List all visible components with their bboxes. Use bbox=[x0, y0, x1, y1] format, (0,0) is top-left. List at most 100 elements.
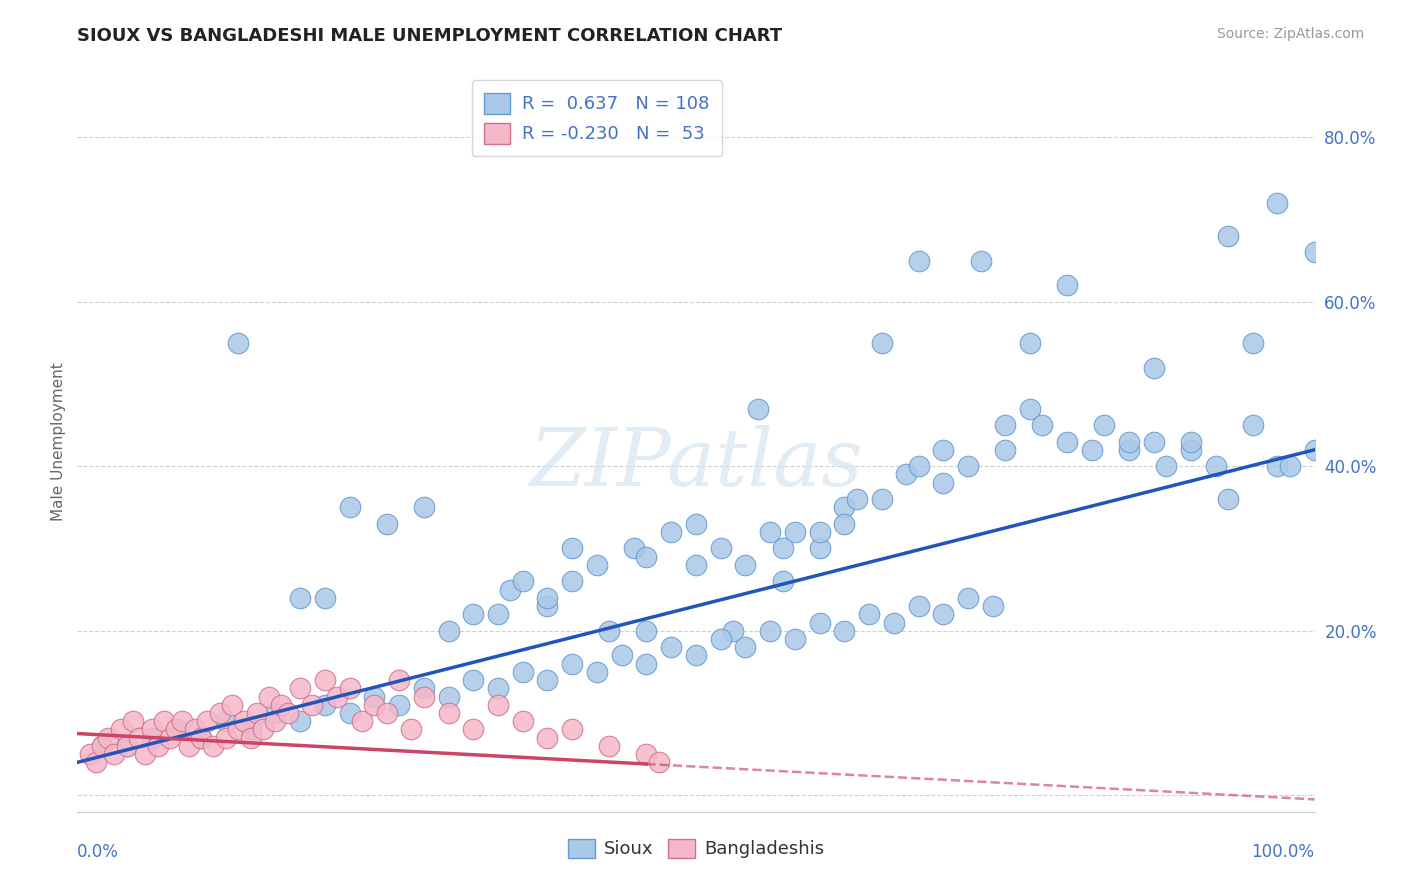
Point bbox=[957, 459, 980, 474]
Point bbox=[636, 747, 658, 761]
Point bbox=[264, 714, 287, 729]
Point bbox=[783, 524, 806, 539]
Point bbox=[561, 723, 583, 737]
Point bbox=[636, 624, 658, 638]
Point bbox=[1031, 418, 1053, 433]
Point bbox=[437, 706, 460, 720]
Point bbox=[561, 541, 583, 556]
Point bbox=[79, 747, 101, 761]
Point bbox=[122, 714, 145, 729]
Point bbox=[685, 648, 707, 663]
Point bbox=[685, 558, 707, 572]
Point bbox=[512, 574, 534, 589]
Point bbox=[115, 739, 138, 753]
Point bbox=[561, 574, 583, 589]
Point bbox=[636, 549, 658, 564]
Point bbox=[134, 747, 156, 761]
Point bbox=[1180, 434, 1202, 449]
Point bbox=[1056, 278, 1078, 293]
Point bbox=[288, 591, 311, 605]
Point bbox=[195, 714, 218, 729]
Point bbox=[288, 681, 311, 696]
Point bbox=[561, 657, 583, 671]
Point bbox=[252, 723, 274, 737]
Text: 0.0%: 0.0% bbox=[77, 843, 120, 861]
Point bbox=[808, 524, 831, 539]
Point bbox=[772, 574, 794, 589]
Point bbox=[536, 599, 558, 613]
Point bbox=[1303, 442, 1326, 457]
Point bbox=[783, 632, 806, 646]
Point bbox=[1267, 459, 1289, 474]
Point bbox=[1267, 196, 1289, 211]
Point bbox=[110, 723, 132, 737]
Point bbox=[957, 591, 980, 605]
Point bbox=[734, 558, 756, 572]
Point bbox=[1118, 434, 1140, 449]
Point bbox=[932, 442, 955, 457]
Point bbox=[388, 698, 411, 712]
Point bbox=[1241, 335, 1264, 350]
Point bbox=[772, 541, 794, 556]
Point bbox=[350, 714, 373, 729]
Point bbox=[141, 731, 163, 745]
Point bbox=[463, 673, 485, 687]
Point bbox=[437, 690, 460, 704]
Point bbox=[1278, 459, 1301, 474]
Point bbox=[288, 714, 311, 729]
Point bbox=[586, 558, 609, 572]
Point bbox=[146, 739, 169, 753]
Point bbox=[375, 516, 398, 531]
Point bbox=[710, 632, 733, 646]
Point bbox=[463, 723, 485, 737]
Point bbox=[463, 607, 485, 622]
Point bbox=[412, 690, 434, 704]
Point bbox=[233, 714, 256, 729]
Point bbox=[103, 747, 125, 761]
Point bbox=[246, 706, 269, 720]
Point bbox=[623, 541, 645, 556]
Point bbox=[264, 706, 287, 720]
Point bbox=[1303, 245, 1326, 260]
Point bbox=[486, 681, 509, 696]
Point bbox=[834, 624, 856, 638]
Point bbox=[270, 698, 292, 712]
Point bbox=[84, 756, 107, 770]
Point bbox=[907, 459, 929, 474]
Point bbox=[870, 335, 893, 350]
Point bbox=[128, 731, 150, 745]
Point bbox=[91, 739, 114, 753]
Point bbox=[115, 739, 138, 753]
Point bbox=[326, 690, 349, 704]
Point bbox=[845, 492, 868, 507]
Point bbox=[412, 681, 434, 696]
Point bbox=[363, 698, 385, 712]
Point bbox=[375, 706, 398, 720]
Point bbox=[165, 723, 187, 737]
Point bbox=[659, 640, 682, 655]
Point bbox=[165, 723, 187, 737]
Point bbox=[1205, 459, 1227, 474]
Point bbox=[636, 657, 658, 671]
Point bbox=[994, 442, 1017, 457]
Point bbox=[907, 599, 929, 613]
Point bbox=[314, 591, 336, 605]
Point bbox=[834, 516, 856, 531]
Point bbox=[437, 624, 460, 638]
Point bbox=[721, 624, 744, 638]
Point bbox=[388, 673, 411, 687]
Point bbox=[858, 607, 880, 622]
Point bbox=[226, 335, 249, 350]
Point bbox=[536, 673, 558, 687]
Point bbox=[1241, 418, 1264, 433]
Point bbox=[598, 624, 620, 638]
Point bbox=[208, 706, 231, 720]
Point bbox=[1216, 228, 1239, 243]
Point bbox=[499, 582, 522, 597]
Point bbox=[710, 541, 733, 556]
Point bbox=[512, 665, 534, 679]
Point bbox=[141, 723, 163, 737]
Point bbox=[226, 723, 249, 737]
Text: Source: ZipAtlas.com: Source: ZipAtlas.com bbox=[1216, 27, 1364, 41]
Point bbox=[301, 698, 323, 712]
